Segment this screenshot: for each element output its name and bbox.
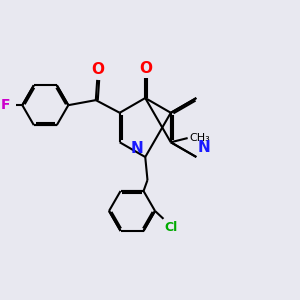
Text: CH₃: CH₃ — [189, 133, 210, 143]
Text: N: N — [130, 141, 143, 156]
Text: F: F — [1, 98, 10, 112]
Text: N: N — [198, 140, 211, 155]
Text: O: O — [139, 61, 152, 76]
Text: O: O — [91, 62, 104, 77]
Text: Cl: Cl — [164, 221, 177, 234]
